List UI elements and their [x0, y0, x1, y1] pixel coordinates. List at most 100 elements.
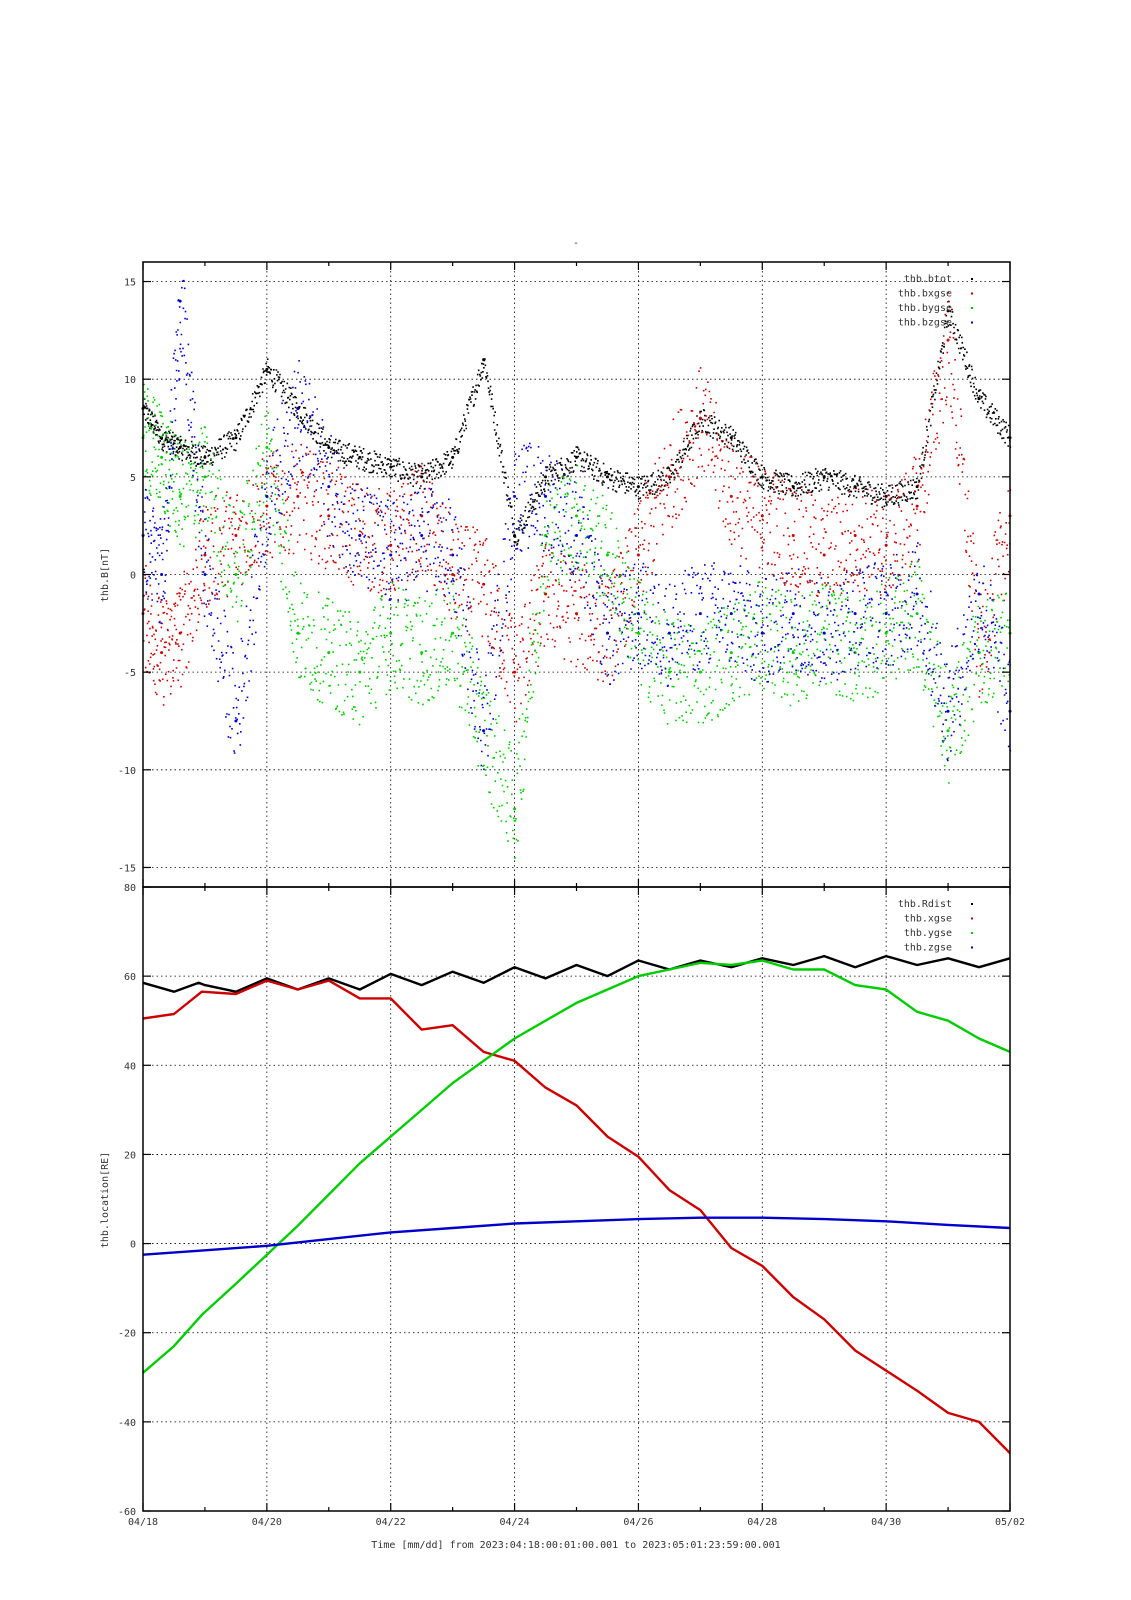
data-point — [420, 651, 424, 655]
legend-label: thb.bzgse — [898, 318, 952, 329]
data-point — [389, 631, 393, 635]
y-tick-label: -40 — [118, 1418, 136, 1429]
legend-label: thb.Rdist — [898, 899, 952, 910]
data-point — [884, 543, 888, 547]
series-thb-ygse — [142, 959, 1011, 1374]
data-point — [203, 475, 207, 479]
magnetic-field-legend: thb.btot thb.bxgse thb.bygse thb.bzgse — [898, 274, 973, 329]
series-line — [142, 1216, 1011, 1256]
x-tick-label: 04/24 — [500, 1517, 530, 1528]
x-tick-label: 04/28 — [747, 1517, 777, 1528]
data-point — [482, 582, 486, 586]
data-point — [605, 553, 609, 557]
data-point — [791, 612, 795, 616]
legend-label: thb.zgse — [904, 943, 952, 954]
data-point — [946, 729, 950, 733]
data-point — [575, 612, 578, 616]
data-point — [729, 494, 733, 498]
y-tick-label: 40 — [124, 1061, 136, 1072]
series-thb-bxgse — [141, 292, 1012, 723]
data-point — [667, 670, 671, 674]
legend-marker — [971, 946, 973, 949]
data-point — [822, 631, 826, 635]
series-point-cloud — [143, 292, 1012, 723]
legend-marker — [971, 903, 973, 905]
data-point — [544, 494, 548, 498]
data-point — [389, 543, 393, 547]
data-point — [605, 475, 609, 479]
x-axis-label: Time [mm/dd] from 2023:04:18:00:01:00.00… — [371, 1540, 780, 1551]
magnetic-field-data — [141, 279, 1012, 859]
data-point — [760, 631, 764, 635]
y-tick-label: -5 — [124, 668, 136, 679]
data-point — [698, 670, 702, 674]
data-point — [915, 504, 919, 508]
location-grid — [143, 887, 1010, 1511]
y-tick-label: 0 — [130, 1240, 136, 1251]
data-point — [358, 455, 362, 459]
data-point — [946, 709, 950, 713]
data-point — [296, 406, 300, 410]
magnetic-field-ticks: -15 -10 -5 0 5 10 15 — [118, 262, 1011, 887]
data-point — [915, 592, 919, 596]
data-point — [729, 436, 733, 440]
data-point — [451, 553, 455, 557]
data-point — [327, 514, 331, 518]
y-tick-label: -20 — [118, 1329, 136, 1340]
data-point — [178, 446, 182, 450]
data-point — [513, 494, 517, 498]
data-point — [729, 651, 733, 655]
magnetic-field-ylabel: thb.B[nT] — [100, 548, 111, 602]
data-point — [791, 485, 795, 489]
series-thb-btot — [141, 300, 1012, 546]
legend-marker — [971, 932, 973, 934]
data-point — [884, 631, 888, 635]
data-point — [667, 631, 671, 635]
data-point — [667, 475, 671, 479]
data-point — [203, 455, 207, 459]
legend-label: thb.bygse — [898, 303, 952, 314]
magnetic-field-panel: -15 -10 -5 0 5 10 15 thb.B[nT] thb.btot thb.bxg… — [100, 261, 1012, 888]
data-point — [160, 573, 164, 576]
data-point — [853, 485, 857, 489]
legend-marker — [971, 307, 973, 309]
y-tick-label: -10 — [118, 766, 136, 777]
series-thb-Rdist — [142, 954, 1011, 993]
data-point — [977, 397, 981, 401]
data-point — [513, 533, 517, 537]
data-point — [636, 631, 640, 635]
x-tick-label: 05/02 — [995, 1517, 1025, 1528]
location-legend: thb.Rdist thb.xgse thb.ygse thb.zgse — [898, 899, 973, 954]
data-point — [296, 494, 300, 498]
data-point — [791, 533, 795, 537]
data-point — [327, 485, 331, 489]
data-point — [636, 485, 640, 489]
data-point — [636, 612, 640, 616]
data-point — [977, 592, 981, 596]
series-line — [142, 979, 1011, 1454]
data-point — [234, 533, 238, 537]
data-point — [544, 475, 548, 479]
data-point — [178, 631, 182, 635]
y-tick-label: 80 — [124, 883, 136, 894]
location-ylabel: thb.location[RE] — [100, 1152, 111, 1248]
y-tick-label: -15 — [118, 863, 136, 874]
data-point — [575, 455, 578, 459]
data-point — [915, 612, 919, 616]
data-point — [203, 553, 207, 557]
data-point — [760, 475, 764, 479]
data-point — [420, 475, 424, 479]
data-point — [203, 573, 207, 576]
y-tick-label: 5 — [130, 473, 136, 484]
x-tick-labels: 04/18 04/20 04/22 04/24 04/26 04/28 04/30 05/02 — [128, 1517, 1025, 1528]
x-tick-label: 04/30 — [871, 1517, 901, 1528]
location-ticks: -60 -40 -20 0 20 40 60 80 — [118, 883, 1011, 1518]
legend-marker — [971, 321, 973, 324]
data-point — [760, 514, 764, 518]
data-point — [234, 436, 238, 440]
data-point — [698, 416, 702, 420]
magnetic-field-grid — [143, 262, 1010, 887]
data-point — [729, 612, 733, 616]
data-point — [946, 338, 950, 342]
data-point — [389, 553, 393, 557]
